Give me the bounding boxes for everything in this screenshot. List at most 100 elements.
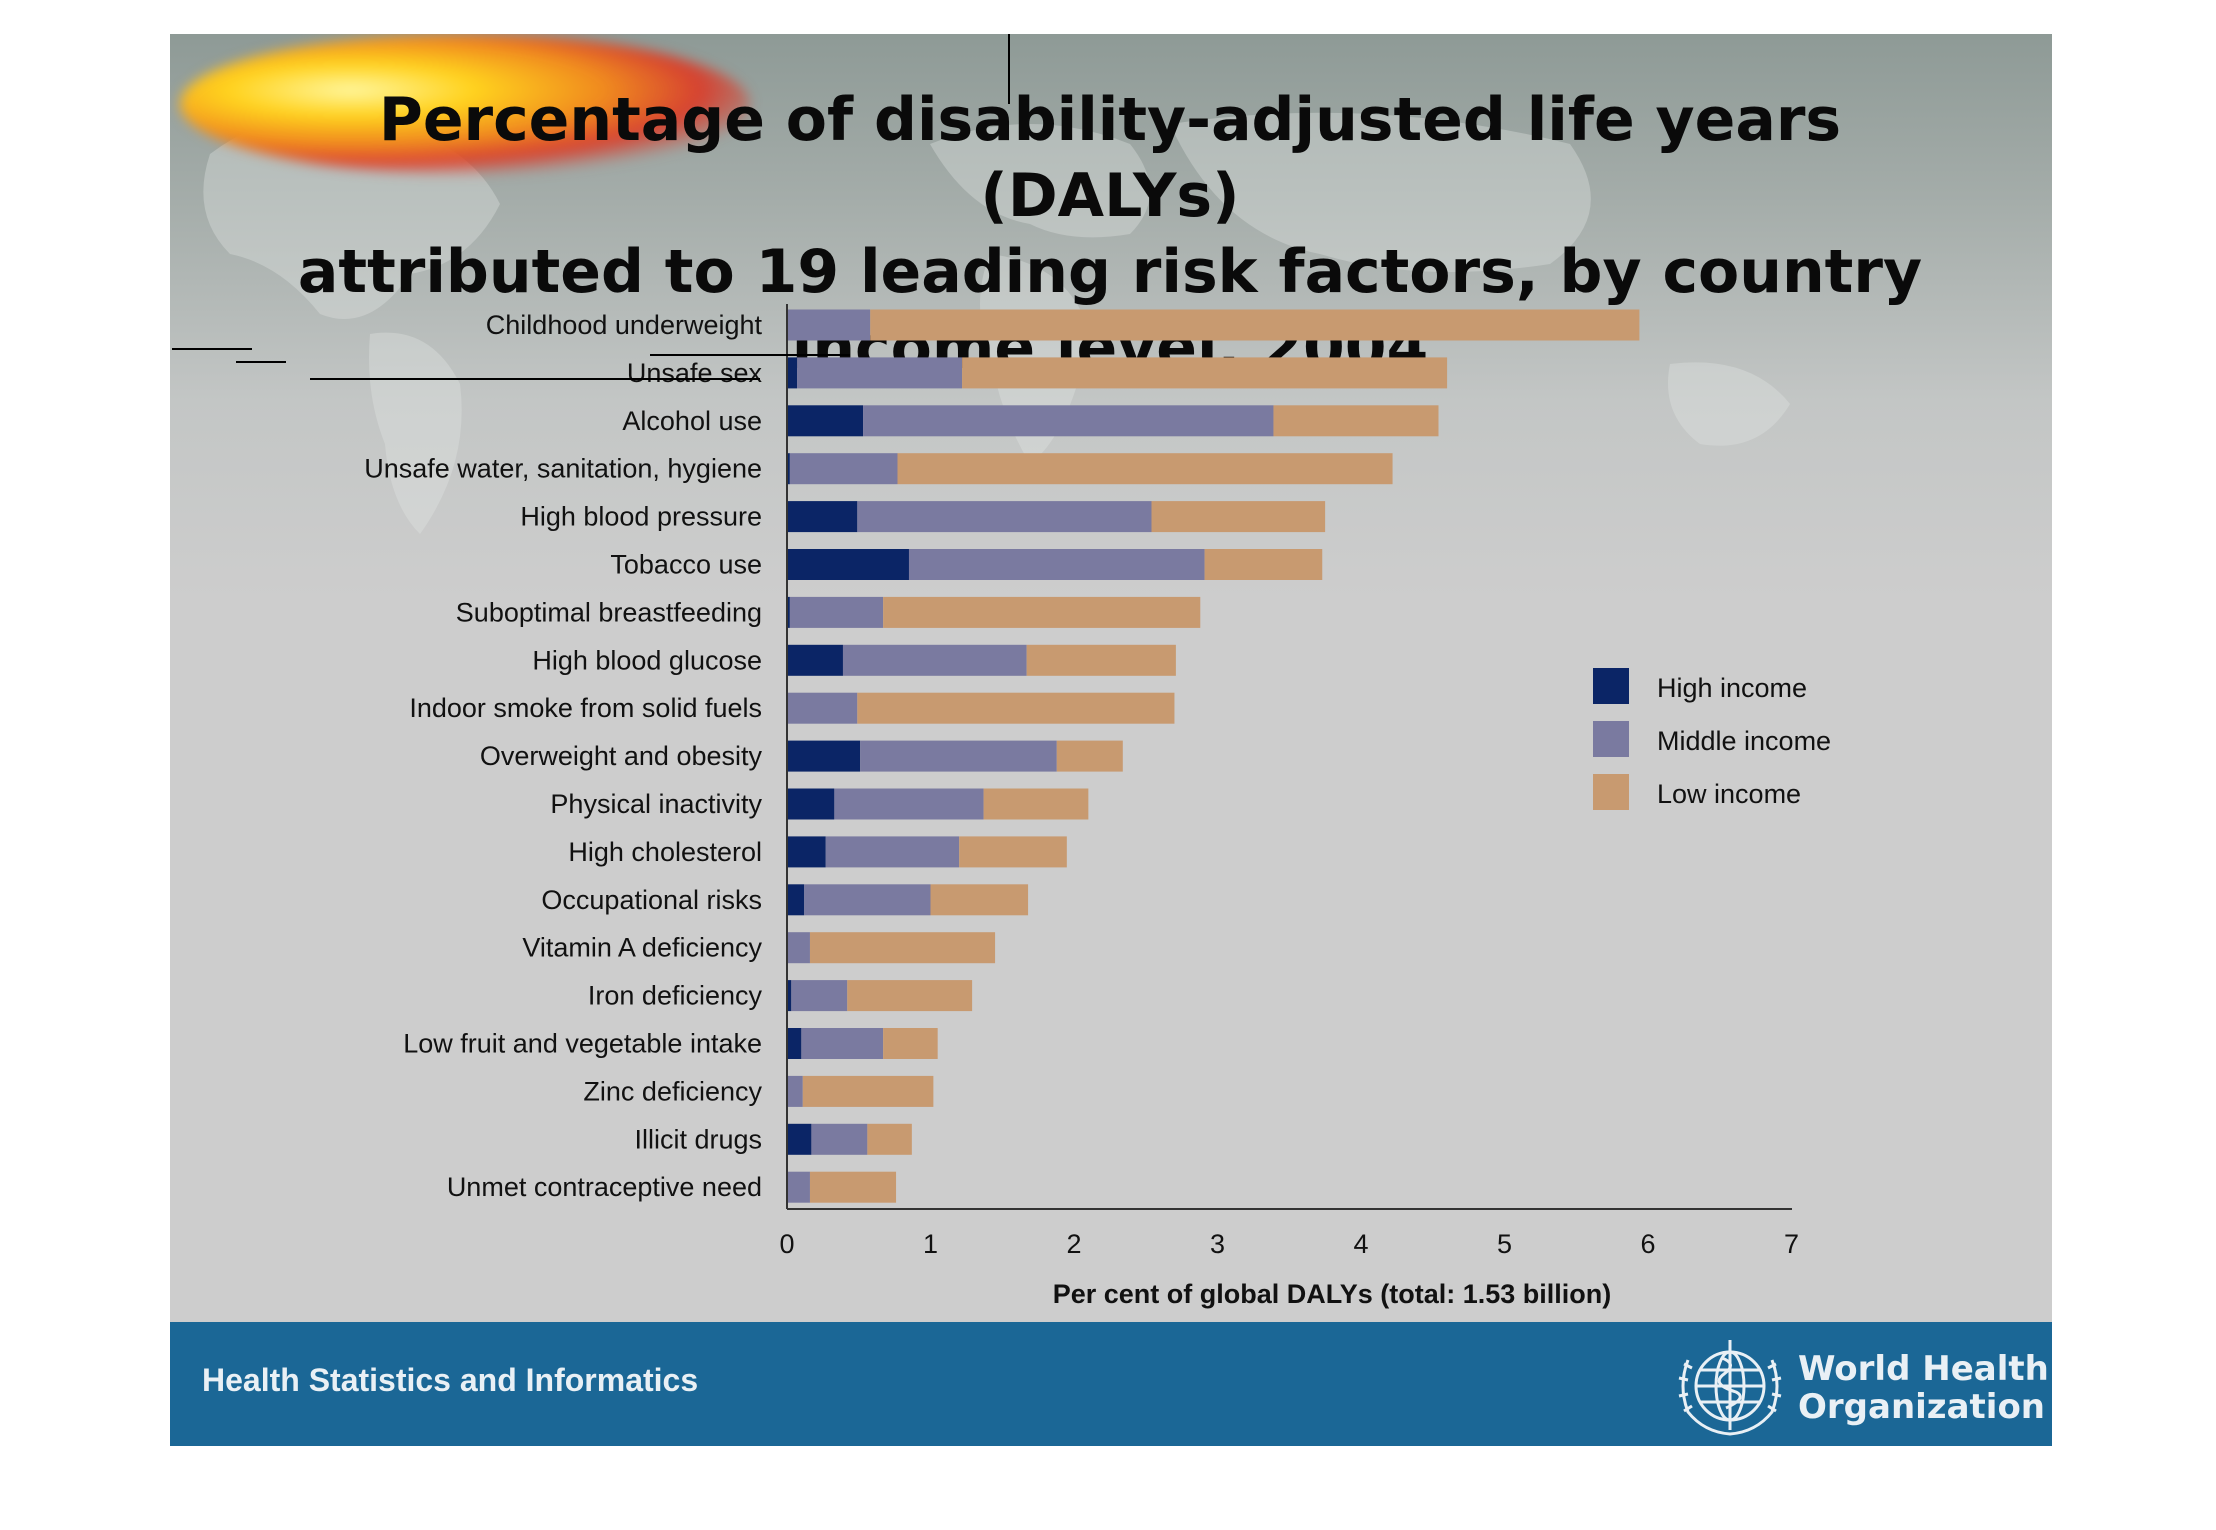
highlight-glow <box>180 34 750 174</box>
bar-segment-indoor-smoke-from-solid-fuels-middle-income <box>787 692 858 724</box>
category-labels: Childhood underweight Unsafe sex Alcohol u… <box>364 310 762 1202</box>
category-label: Illicit drugs <box>634 1124 762 1154</box>
x-tick-label: 7 <box>1784 1229 1799 1259</box>
category-label: Indoor smoke from solid fuels <box>409 693 762 723</box>
bar-segment-low-fruit-and-vegetable-intake-middle-income <box>801 1028 884 1059</box>
bar-segment-high-blood-pressure-high-income <box>787 501 858 533</box>
category-label: Unsafe sex <box>627 358 763 388</box>
stray-line <box>650 354 850 356</box>
category-label: Physical inactivity <box>550 789 762 819</box>
legend-swatch-low-income <box>1593 774 1629 810</box>
bar-segment-unsafe-water-sanitation-hygiene-high-income <box>787 453 790 485</box>
footer-band: Health Statistics and Informatics World … <box>170 1322 2052 1446</box>
bar-segment-low-fruit-and-vegetable-intake-low-income <box>883 1028 938 1059</box>
x-tick-label: 4 <box>1353 1229 1368 1259</box>
bar-segment-overweight-and-obesity-middle-income <box>860 740 1057 772</box>
x-axis-title: Per cent of global DALYs (total: 1.53 bi… <box>1053 1279 1612 1309</box>
stray-line <box>310 378 760 380</box>
bar-segment-iron-deficiency-high-income <box>787 980 792 1012</box>
bar-segment-tobacco-use-middle-income <box>908 549 1205 580</box>
bar-segment-illicit-drugs-middle-income <box>811 1123 868 1155</box>
category-label: High blood pressure <box>520 502 762 532</box>
bar-segment-high-cholesterol-middle-income <box>825 836 960 868</box>
bar-segment-physical-inactivity-high-income <box>787 788 835 820</box>
bar-segment-suboptimal-breastfeeding-middle-income <box>789 596 884 628</box>
bar-segment-iron-deficiency-low-income <box>847 980 973 1012</box>
category-label: Alcohol use <box>622 406 762 436</box>
bar-segment-physical-inactivity-low-income <box>983 788 1089 820</box>
bar-segment-illicit-drugs-low-income <box>867 1123 912 1155</box>
category-label: Iron deficiency <box>588 981 763 1011</box>
bar-segment-indoor-smoke-from-solid-fuels-low-income <box>857 692 1175 724</box>
org-name-line-2: Organization <box>1798 1387 2046 1427</box>
legend-label-low-income: Low income <box>1657 779 1801 809</box>
bar-segment-suboptimal-breastfeeding-high-income <box>787 596 790 628</box>
x-tick-label: 6 <box>1640 1229 1655 1259</box>
stray-line <box>236 361 286 363</box>
category-label: Occupational risks <box>541 885 762 915</box>
category-label: Suboptimal breastfeeding <box>456 597 762 627</box>
bar-segment-vitamin-a-deficiency-middle-income <box>787 932 810 964</box>
bar-segment-alcohol-use-middle-income <box>863 405 1274 437</box>
bar-segment-high-cholesterol-low-income <box>959 836 1067 868</box>
bar-segment-zinc-deficiency-middle-income <box>787 1075 803 1107</box>
bar-segment-unmet-contraceptive-need-low-income <box>809 1171 897 1203</box>
bar-segment-occupational-risks-low-income <box>930 884 1029 916</box>
category-label: High cholesterol <box>568 837 762 867</box>
footer-text: Health Statistics and Informatics <box>202 1362 699 1398</box>
bar-segment-high-cholesterol-high-income <box>787 836 826 868</box>
org-name-line-1: World Health <box>1798 1349 2049 1389</box>
title-line-1: Percentage of disability-adjusted life y… <box>378 85 1842 231</box>
x-tick-label: 0 <box>779 1229 794 1259</box>
bar-segment-tobacco-use-low-income <box>1204 549 1323 580</box>
bar-segment-suboptimal-breastfeeding-low-income <box>883 596 1201 628</box>
bar-segment-unsafe-water-sanitation-hygiene-middle-income <box>789 453 898 485</box>
bar-segment-unmet-contraceptive-need-middle-income <box>787 1171 810 1203</box>
bar-segment-tobacco-use-high-income <box>787 549 909 580</box>
bar-segment-overweight-and-obesity-high-income <box>787 740 861 772</box>
category-label: High blood glucose <box>532 645 762 675</box>
bar-segment-zinc-deficiency-low-income <box>802 1075 934 1107</box>
category-label: Low fruit and vegetable intake <box>403 1029 762 1059</box>
bars-layer <box>787 309 1640 1203</box>
category-label: Zinc deficiency <box>583 1076 762 1106</box>
legend-label-middle-income: Middle income <box>1657 726 1831 756</box>
category-label: Unmet contraceptive need <box>447 1172 762 1202</box>
bar-segment-physical-inactivity-middle-income <box>834 788 984 820</box>
bar-segment-high-blood-glucose-high-income <box>787 644 843 676</box>
category-label: Tobacco use <box>610 550 762 580</box>
title-line-2: attributed to 19 leading risk factors, b… <box>297 237 1923 307</box>
bar-segment-unsafe-sex-middle-income <box>797 357 963 389</box>
bar-segment-unsafe-water-sanitation-hygiene-low-income <box>897 453 1393 485</box>
legend-label-high-income: High income <box>1657 673 1807 703</box>
bar-segment-alcohol-use-high-income <box>787 405 864 437</box>
category-label: Unsafe water, sanitation, hygiene <box>364 454 762 484</box>
bar-segment-unsafe-sex-high-income <box>787 357 798 389</box>
stacked-bar-chart: Childhood underweight Unsafe sex Alcohol u… <box>364 304 1831 1309</box>
x-tick-label: 1 <box>923 1229 938 1259</box>
bar-segment-low-fruit-and-vegetable-intake-high-income <box>787 1028 802 1059</box>
x-tick-label: 5 <box>1497 1229 1512 1259</box>
stray-line <box>172 348 252 350</box>
bar-segment-high-blood-glucose-middle-income <box>842 644 1027 676</box>
bar-segment-childhood-underweight-low-income <box>870 309 1640 341</box>
bar-segment-occupational-risks-middle-income <box>804 884 931 916</box>
org-name: World Health Organization <box>1798 1350 2049 1426</box>
legend-swatch-middle-income <box>1593 721 1629 757</box>
bar-segment-vitamin-a-deficiency-low-income <box>809 932 996 964</box>
category-label: Vitamin A deficiency <box>522 933 762 963</box>
bar-segment-iron-deficiency-middle-income <box>791 980 848 1012</box>
bar-segment-overweight-and-obesity-low-income <box>1056 740 1123 772</box>
x-tick-label: 2 <box>1066 1229 1081 1259</box>
legend-swatch-high-income <box>1593 668 1629 704</box>
x-tick-labels: 0 1 2 3 4 5 6 7 <box>779 1229 1799 1259</box>
category-label: Childhood underweight <box>486 310 763 340</box>
bar-segment-high-blood-glucose-low-income <box>1026 644 1176 676</box>
stray-line <box>1008 34 1010 104</box>
bar-segment-childhood-underweight-middle-income <box>787 309 871 341</box>
who-emblem-icon <box>1678 1340 1782 1436</box>
bar-segment-unsafe-sex-low-income <box>962 357 1448 389</box>
bar-segment-occupational-risks-high-income <box>787 884 805 916</box>
bar-segment-high-blood-pressure-middle-income <box>857 501 1152 533</box>
category-label: Overweight and obesity <box>480 741 763 771</box>
